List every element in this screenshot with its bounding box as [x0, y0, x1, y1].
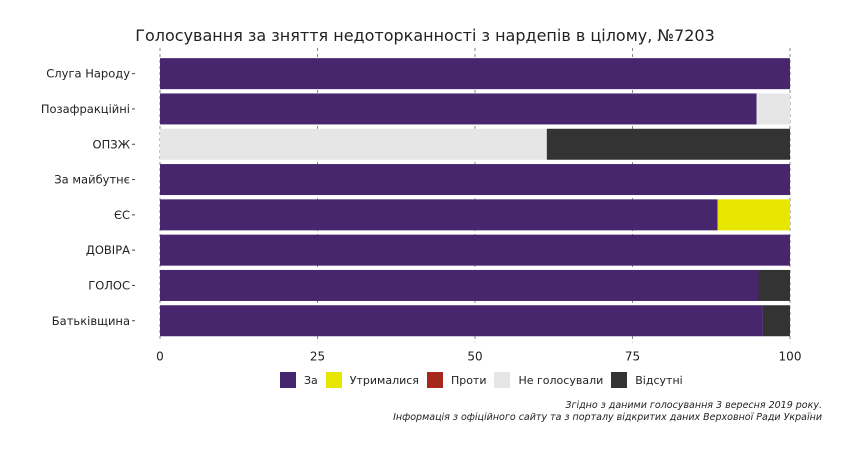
- legend-swatch: [611, 372, 628, 388]
- legend-swatch: [325, 372, 342, 388]
- legend-item: Утрималися: [325, 372, 419, 388]
- bar-segment: [160, 164, 790, 196]
- bar-segment: [160, 199, 718, 231]
- chart-title: Голосування за зняття недоторканності з …: [135, 26, 715, 45]
- legend-item: Проти: [426, 372, 487, 388]
- legend-label: За: [304, 373, 318, 387]
- bar-segment: [160, 305, 763, 337]
- caption-line-2: Інформація з офіційного сайту та з порта…: [393, 412, 822, 423]
- bar-segment: [160, 93, 757, 125]
- legend: За Утрималися Проти Не голосували Відсутні: [280, 372, 691, 388]
- category-label: ОПЗЖ: [93, 137, 131, 151]
- legend-item: За: [280, 372, 318, 388]
- legend-swatch: [426, 372, 443, 388]
- x-tick-label: 75: [625, 349, 640, 363]
- x-tick-label: 50: [467, 349, 482, 363]
- bar-segment: [546, 128, 790, 160]
- x-tick-label: 0: [156, 349, 164, 363]
- category-label: Батьківщина: [52, 314, 130, 328]
- bar-segment: [160, 269, 759, 301]
- legend-item: Не голосували: [494, 372, 603, 388]
- category-label: Слуга Народу: [46, 67, 130, 81]
- bar-segment: [160, 128, 547, 160]
- category-label: ЄС: [114, 208, 130, 222]
- bar-segment: [160, 234, 790, 266]
- category-label: ДОВІРА: [86, 243, 130, 257]
- category-label: ГОЛОС: [88, 278, 130, 292]
- legend-swatch: [494, 372, 511, 388]
- bar-segment: [717, 199, 790, 231]
- x-tick-label: 100: [779, 349, 802, 363]
- legend-label: Не голосували: [518, 373, 604, 387]
- x-tick-label: 25: [310, 349, 325, 363]
- bar-segment: [758, 269, 790, 301]
- caption-line-1: Згідно з даними голосування 3 вересня 20…: [565, 400, 822, 411]
- legend-label: Утрималися: [349, 373, 419, 387]
- bar-segment: [756, 93, 790, 125]
- legend-item: Відсутні: [611, 372, 683, 388]
- category-label: Позафракційні: [41, 102, 130, 116]
- caption: Згідно з даними голосування 3 вересня 20…: [393, 400, 822, 424]
- bar-segment: [160, 58, 790, 90]
- category-label: За майбутнє: [54, 173, 130, 187]
- bar-segment: [762, 305, 790, 337]
- legend-label: Відсутні: [635, 373, 683, 387]
- legend-label: Проти: [450, 373, 487, 387]
- legend-swatch: [280, 372, 296, 388]
